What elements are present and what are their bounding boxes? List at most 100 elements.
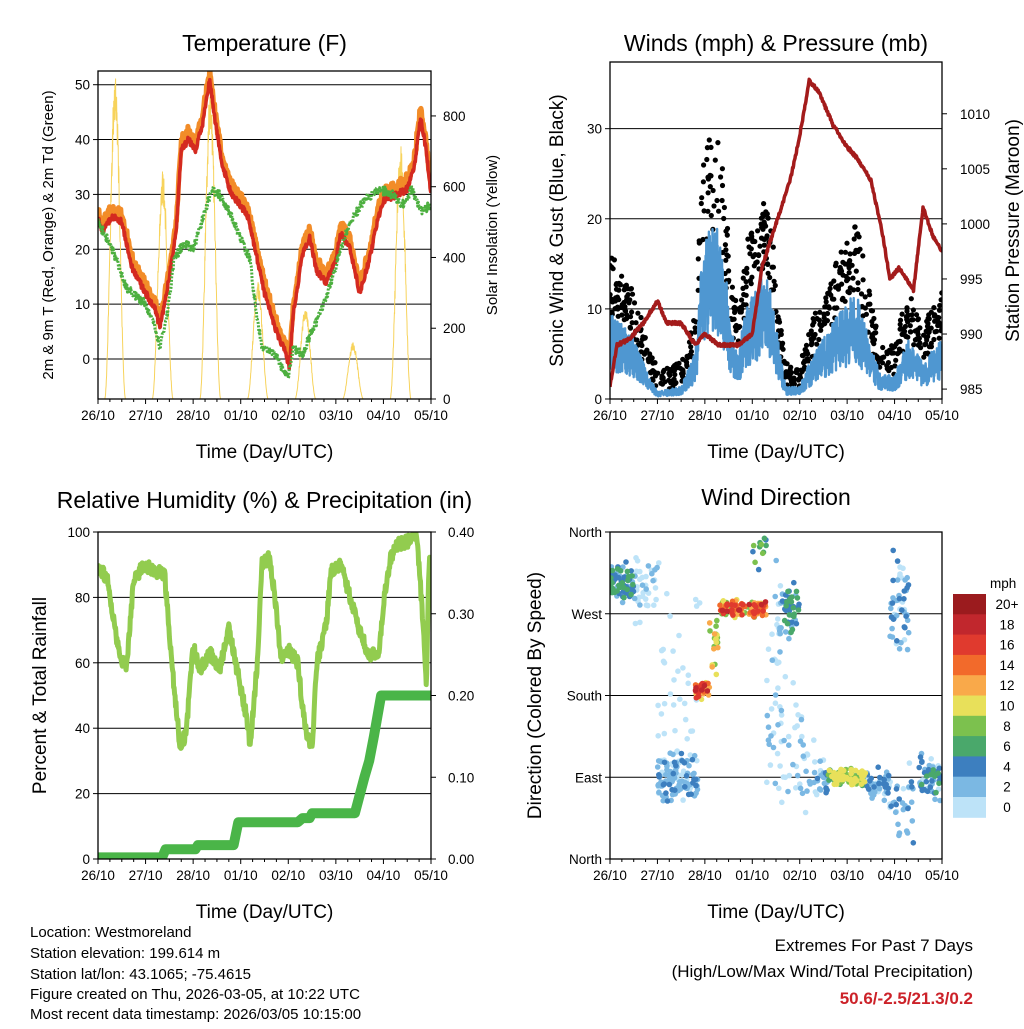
colorbar-bin <box>953 797 986 818</box>
direction-point <box>732 602 738 609</box>
gust-point <box>797 375 804 381</box>
direction-point <box>848 766 854 773</box>
direction-point <box>800 753 807 759</box>
gust-point <box>763 209 769 215</box>
gust-point <box>832 263 839 269</box>
gust-point <box>633 320 639 326</box>
gust-point <box>701 162 707 168</box>
gust-point <box>706 137 712 143</box>
direction-point <box>764 712 771 719</box>
gust-point <box>938 297 942 303</box>
panel-rh: Relative Humidity (%) & Precipitation (i… <box>30 487 474 923</box>
direction-point <box>661 730 668 737</box>
direction-point <box>791 579 797 586</box>
direction-point <box>862 770 869 776</box>
direction-point <box>935 770 941 776</box>
direction-point <box>671 759 678 766</box>
gust-point <box>897 317 904 323</box>
direction-point <box>826 767 833 774</box>
panel-temp: Temperature (F) Time (Day/UTC) 2m & 9m T (… <box>40 30 501 463</box>
gust-point <box>642 349 648 356</box>
gust-point <box>723 228 729 234</box>
direction-point <box>676 632 682 639</box>
y-tick-label: 10 <box>587 302 602 317</box>
gust-point <box>838 249 844 255</box>
gust-point <box>824 310 831 317</box>
gust-point <box>840 259 846 265</box>
direction-point <box>666 781 673 788</box>
y2-axis-label: Solar Insolation (Yellow) <box>484 155 501 315</box>
gust-point <box>629 309 635 315</box>
info-created: Figure created on Thu, 2026-03-05, at 10… <box>30 986 360 1003</box>
gust-point <box>741 268 747 274</box>
direction-point <box>885 790 891 796</box>
gust-point <box>918 345 924 351</box>
gust-point <box>639 342 645 349</box>
direction-point <box>642 596 649 602</box>
y-tick-label: 10 <box>75 297 90 312</box>
gust-point <box>873 330 879 336</box>
colorbar-label: 2 <box>1003 780 1011 795</box>
y2-tick-label: 0.00 <box>448 852 474 867</box>
gust-point <box>731 305 737 311</box>
gust-point <box>816 336 822 343</box>
direction-point <box>799 733 805 740</box>
direction-point <box>788 629 794 636</box>
gust-point <box>871 315 877 322</box>
x-tick-label: 03/10 <box>319 868 353 883</box>
direction-point <box>636 594 642 601</box>
direction-point <box>689 728 696 734</box>
direction-point <box>660 797 666 804</box>
gust-point <box>712 157 718 163</box>
gust-point <box>894 351 901 357</box>
gust-point <box>936 307 942 313</box>
direction-point <box>690 771 696 778</box>
direction-point <box>901 596 907 602</box>
gust-point <box>814 341 820 347</box>
direction-point <box>772 780 779 787</box>
direction-point <box>682 784 688 790</box>
direction-point <box>894 558 901 564</box>
direction-point <box>785 788 791 795</box>
direction-point <box>797 781 803 787</box>
direction-point <box>739 612 745 618</box>
gust-point <box>765 215 771 221</box>
direction-point <box>871 792 877 798</box>
gust-point <box>616 287 622 293</box>
direction-point <box>656 560 662 566</box>
gust-point <box>729 294 735 301</box>
direction-point <box>806 778 813 785</box>
colorbar-label: 4 <box>1003 759 1011 774</box>
gust-point <box>907 323 913 329</box>
colorbar-label: 20+ <box>996 597 1019 612</box>
x-tick-label: 28/10 <box>688 868 722 883</box>
colorbar-bin <box>953 736 986 757</box>
gust-point <box>897 338 903 344</box>
gust-point <box>688 344 694 350</box>
direction-point <box>896 832 902 839</box>
gust-point <box>755 228 761 234</box>
colorbar-label: 12 <box>999 678 1014 693</box>
gust-point <box>924 318 930 324</box>
y-tick-label: 100 <box>67 525 90 540</box>
gust-point <box>905 319 911 325</box>
direction-point <box>881 776 887 783</box>
direction-point <box>669 786 675 793</box>
gust-point <box>732 309 738 315</box>
x-tick-label: 26/10 <box>81 408 115 423</box>
x-tick-label: 04/10 <box>878 408 912 423</box>
gust-point <box>884 351 890 357</box>
colorbar-bin <box>953 776 986 798</box>
y-axis-label: Direction (Colored By Speed) <box>525 572 546 819</box>
gust-point <box>695 256 701 262</box>
direction-point <box>719 607 726 614</box>
direction-point <box>713 623 719 629</box>
chart-title: Wind Direction <box>701 484 851 510</box>
direction-point <box>814 775 821 782</box>
gust-point <box>708 144 714 150</box>
direction-point <box>848 770 854 777</box>
direction-point <box>707 628 713 634</box>
y2-tick-label: 0 <box>443 392 451 407</box>
direction-point <box>685 680 691 687</box>
direction-point <box>792 724 798 731</box>
